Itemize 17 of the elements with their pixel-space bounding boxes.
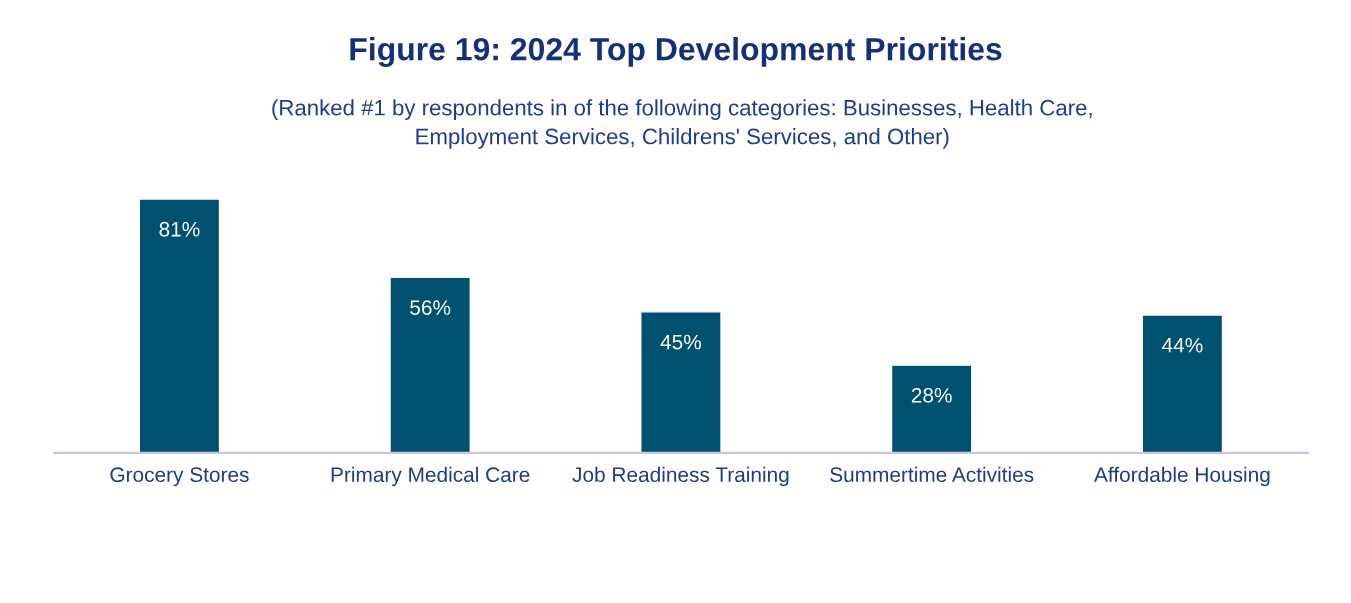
bar <box>890 364 973 453</box>
data-label: 45% <box>660 334 702 350</box>
bar <box>138 198 221 453</box>
chart-subtitle: (Ranked #1 by respondents in of the following categories: Businesses, Health Care, Employment Services, Childrens' Services, and Other) <box>272 99 1092 149</box>
data-label: 81% <box>159 221 200 237</box>
data-label: 56% <box>410 300 451 315</box>
bar <box>640 311 722 453</box>
x-tick-label: Job Readiness Training <box>572 466 789 487</box>
x-tick-label: Summertime Activities <box>830 466 1034 483</box>
data-label: 28% <box>911 387 952 403</box>
x-tick-label: Primary Medical Care <box>331 466 530 487</box>
x-tick-label: Affordable Housing <box>1094 466 1270 487</box>
x-tick-label: Grocery Stores <box>110 467 249 487</box>
chart-title: Figure 19: 2024 Top Development Priorities <box>350 37 1002 67</box>
data-label: 44% <box>1162 337 1203 353</box>
bar <box>1141 314 1224 453</box>
bar <box>389 276 471 453</box>
